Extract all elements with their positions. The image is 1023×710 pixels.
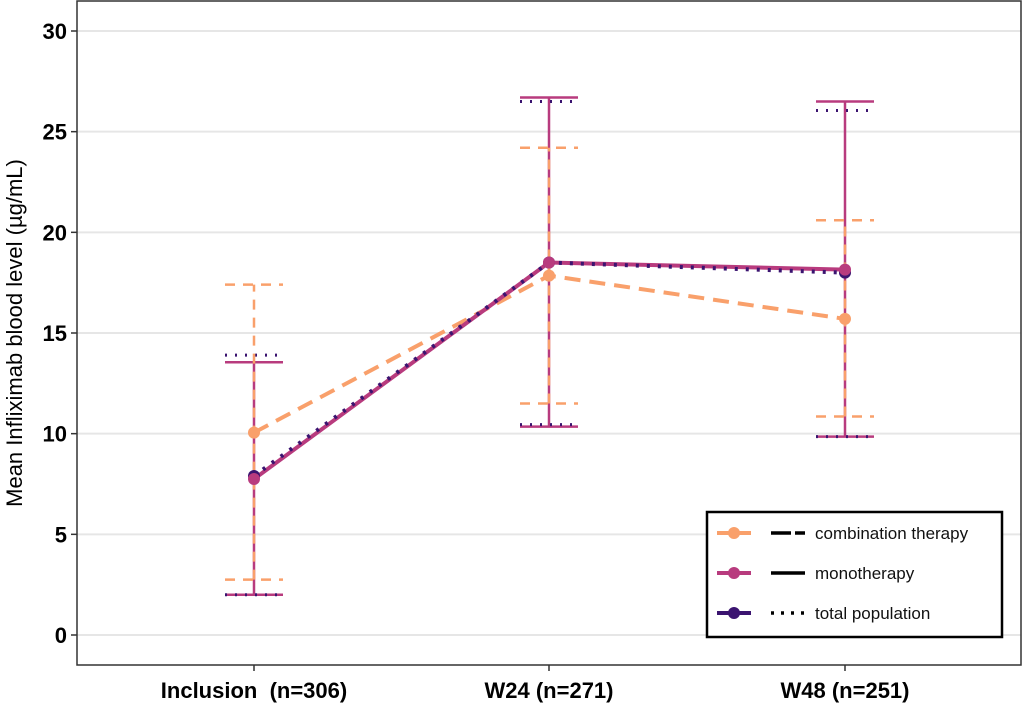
x-axis: Inclusion (n=306) W24 (n=271) W48 (n=251) [161,665,910,703]
series-layer [225,96,874,597]
y-tick-label: 10 [43,422,67,447]
legend-label: monotherapy [815,564,915,583]
data-point-combination-therapy [839,312,851,325]
legend-label: combination therapy [815,524,969,543]
y-tick-label: 20 [43,220,67,245]
y-tick-label: 5 [55,522,67,547]
legend-color-marker [728,607,740,619]
x-tick-label: W48 (n=251) [781,678,910,703]
data-point-monotherapy [839,263,851,276]
legend-box [705,510,1004,639]
legend-color-marker [728,527,740,539]
data-point-combination-therapy [248,426,260,439]
y-tick-label: 25 [43,120,67,145]
data-point-monotherapy [543,256,555,269]
data-point-monotherapy [248,472,260,485]
x-tick-label: W24 (n=271) [485,678,614,703]
x-tick-label: Inclusion (n=306) [161,678,347,703]
y-axis-title: Mean Infliximab blood level (µg/mL) [2,159,27,507]
legend-label: total population [815,604,930,623]
legend-color-marker [728,567,740,579]
legend: combination therapy monotherapy total popu… [705,510,1004,639]
y-tick-label: 30 [43,19,67,44]
y-axis: 0 5 10 15 20 25 30 [43,19,77,648]
data-point-combination-therapy [543,269,555,282]
y-tick-label: 0 [55,623,67,648]
y-tick-label: 15 [43,321,67,346]
